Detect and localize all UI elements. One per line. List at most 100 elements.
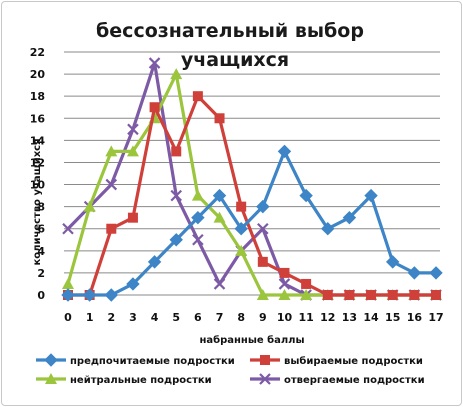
data-point (191, 189, 204, 201)
data-point (277, 144, 292, 159)
data-point (171, 146, 182, 157)
data-point (256, 289, 269, 300)
x-tick-label: 8 (237, 311, 245, 324)
y-tick-label: 10 (30, 179, 46, 192)
data-point (214, 113, 225, 124)
y-tick-label: 16 (30, 112, 46, 125)
y-tick-label: 14 (30, 134, 46, 147)
data-point (321, 222, 335, 236)
legend-item-4: отвергаемые подростки (250, 373, 425, 386)
legend-label: отвергаемые подростки (284, 375, 425, 386)
data-point (429, 266, 443, 280)
x-tick-label: 9 (259, 311, 267, 324)
data-point (126, 145, 139, 157)
x-tick-label: 2 (107, 311, 115, 324)
data-point (105, 178, 118, 191)
data-point (192, 233, 204, 246)
x-tick-labels: 0 1 2 3 4 5 6 7 8 9 10 11 12 13 14 15 16 17 (64, 311, 443, 324)
data-point (259, 373, 271, 385)
x-tick-label: 13 (342, 311, 357, 324)
data-point (257, 256, 268, 267)
series-line (66, 61, 436, 297)
data-point (82, 288, 97, 302)
data-point (212, 188, 227, 203)
data-point (170, 189, 183, 202)
chart-title-line1: бессознательный выбор (96, 20, 364, 42)
data-point (260, 355, 270, 365)
data-point (300, 289, 313, 300)
y-tick-label: 22 (30, 46, 45, 59)
series-2 (63, 91, 441, 300)
y-tick-label: 6 (37, 223, 45, 236)
data-point (257, 222, 269, 235)
data-point (236, 201, 247, 212)
data-point (45, 373, 57, 384)
legend-label: предпочитаемые подростки (70, 356, 235, 367)
data-point (278, 289, 291, 300)
data-point (105, 145, 118, 157)
data-point (62, 222, 74, 235)
x-tick-label: 12 (320, 311, 335, 324)
data-point (301, 278, 312, 289)
x-tick-label: 7 (216, 311, 224, 324)
x-tick-label: 3 (129, 311, 137, 324)
chart-title-line2: учащихся (181, 49, 289, 71)
data-point (364, 188, 378, 203)
data-point (278, 278, 291, 290)
data-point (299, 188, 313, 203)
data-point (169, 233, 183, 247)
y-tick-label: 2 (37, 267, 45, 280)
data-point (256, 199, 270, 214)
y-tick-label: 20 (30, 68, 46, 81)
x-tick-label: 17 (428, 311, 443, 324)
data-point (385, 255, 400, 269)
series-line (68, 94, 436, 297)
series-1 (61, 144, 443, 302)
data-point (213, 278, 226, 290)
legend-label: нейтральные подростки (70, 375, 212, 386)
y-axis-label: количество учащихся (32, 138, 43, 265)
data-point (170, 68, 183, 80)
data-point (279, 267, 290, 278)
y-tick-labels: 0 2 4 6 8 10 12 14 16 18 20 22 (30, 46, 46, 302)
y-tick-label: 4 (37, 245, 45, 258)
x-axis-label: набранные баллы (199, 334, 304, 346)
data-point (149, 102, 160, 113)
legend-label: выбираемые подростки (284, 355, 423, 367)
data-point (234, 222, 248, 236)
data-point (407, 266, 422, 280)
legend-item-1: предпочитаемые подростки (36, 353, 235, 367)
y-tick-label: 18 (30, 90, 45, 103)
x-tick-label: 0 (64, 311, 72, 324)
series-4 (62, 57, 442, 301)
data-point (62, 277, 74, 289)
data-point (127, 212, 138, 223)
data-point (409, 290, 420, 300)
legend: предпочитаемые подростки выбираемые подро… (36, 353, 425, 386)
legend-item-2: выбираемые подростки (250, 355, 423, 367)
x-tick-label: 6 (194, 311, 202, 324)
data-point (106, 223, 117, 234)
data-point (344, 290, 355, 300)
data-point (366, 290, 377, 300)
y-tick-label: 12 (30, 156, 45, 169)
x-tick-label: 11 (298, 311, 313, 324)
data-point (235, 244, 248, 256)
y-tick-label: 0 (37, 289, 45, 302)
x-tick-label: 5 (172, 311, 180, 324)
data-point (148, 57, 161, 69)
data-point (342, 210, 357, 225)
x-tick-label: 16 (407, 311, 423, 324)
data-point (213, 211, 226, 223)
data-point (147, 255, 162, 269)
data-point (191, 210, 205, 225)
x-tick-label: 10 (277, 311, 293, 324)
data-point (192, 91, 203, 102)
data-point (127, 123, 139, 136)
data-point (387, 290, 398, 300)
x-tick-label: 15 (385, 311, 400, 324)
data-point (322, 290, 333, 300)
data-point (83, 200, 96, 212)
